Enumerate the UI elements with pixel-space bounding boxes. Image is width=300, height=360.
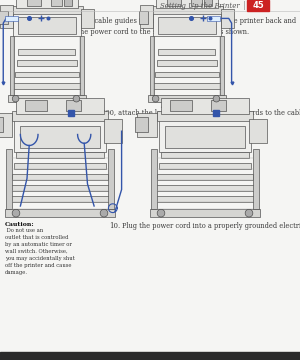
Bar [165, 126, 244, 148]
Bar [16, 152, 104, 158]
Bar [7, 196, 113, 202]
Bar [152, 196, 258, 202]
Bar [12, 174, 108, 180]
Bar [108, 149, 114, 209]
Bar [5, 209, 115, 217]
Bar [0, 117, 3, 132]
Bar [12, 83, 82, 89]
Bar [10, 36, 14, 95]
Bar [150, 36, 154, 95]
Bar [27, 0, 41, 6]
Text: |: | [243, 1, 246, 10]
Text: Plug the power cord into a properly grounded electrical outlet.: Plug the power cord into a properly grou… [122, 222, 300, 230]
Bar [254, 149, 259, 209]
Bar [15, 72, 79, 77]
Circle shape [213, 95, 220, 102]
Text: 45: 45 [252, 1, 264, 10]
Bar [157, 174, 254, 180]
Bar [13, 10, 81, 36]
Bar [221, 9, 235, 28]
Circle shape [12, 209, 20, 217]
Bar [148, 95, 226, 102]
Bar [151, 6, 223, 14]
Text: Caution:: Caution: [5, 222, 34, 227]
Bar [157, 111, 254, 121]
Bar [0, 5, 13, 28]
Bar [159, 117, 251, 152]
Bar [135, 117, 148, 132]
Bar [16, 0, 78, 8]
Bar [80, 36, 84, 95]
Circle shape [73, 95, 80, 102]
Bar [170, 100, 192, 111]
Bar [17, 17, 76, 33]
Bar [211, 100, 226, 111]
Bar [167, 0, 181, 6]
Bar [11, 6, 83, 14]
Bar [16, 60, 77, 66]
Bar [150, 209, 260, 217]
Bar [191, 0, 202, 6]
Bar [137, 112, 157, 137]
Bar [247, 0, 269, 11]
Bar [6, 149, 12, 209]
Bar [19, 49, 76, 54]
Circle shape [157, 209, 165, 217]
Bar [161, 152, 249, 158]
Text: 8.: 8. [48, 17, 55, 25]
Bar [5, 15, 19, 21]
Bar [153, 10, 221, 36]
Bar [8, 95, 86, 102]
Bar [156, 0, 218, 8]
Circle shape [152, 95, 159, 102]
Text: Setting Up the Printer: Setting Up the Printer [160, 2, 240, 10]
Text: 9.: 9. [48, 109, 55, 117]
Bar [14, 117, 106, 152]
Bar [14, 163, 106, 168]
Bar [0, 352, 300, 360]
Bar [207, 15, 220, 21]
Bar [104, 119, 122, 143]
Bar [16, 98, 104, 114]
Bar [204, 0, 212, 6]
Bar [152, 83, 222, 89]
Bar [249, 119, 267, 143]
Bar [151, 149, 157, 209]
Bar [81, 9, 94, 28]
Bar [158, 49, 215, 54]
Bar [12, 111, 108, 121]
Bar [20, 126, 100, 148]
Text: Attach the cable guides to the left or right side of the printer back and
route : Attach the cable guides to the left or r… [57, 17, 296, 36]
Bar [220, 36, 224, 95]
Bar [157, 60, 217, 66]
Circle shape [245, 209, 253, 217]
Bar [158, 17, 216, 33]
Circle shape [100, 209, 108, 217]
Circle shape [12, 95, 19, 102]
Text: Do not use an
outlet that is controlled
by an automatic timer or
wall switch. Ot: Do not use an outlet that is controlled … [5, 228, 75, 275]
Bar [159, 163, 251, 168]
Bar [0, 11, 8, 24]
Text: Power cord on right side: Power cord on right side [160, 104, 226, 109]
Bar [155, 72, 219, 77]
Text: 10.: 10. [109, 222, 120, 230]
Bar [64, 0, 72, 6]
Bar [25, 100, 47, 111]
Bar [51, 0, 62, 6]
Text: For the Pro 9700, attach the loops on the paper basket cords to the cable
guides: For the Pro 9700, attach the loops on th… [57, 109, 300, 128]
Text: Power cord on left side: Power cord on left side [20, 104, 81, 109]
Bar [9, 185, 111, 190]
Bar [140, 5, 153, 28]
Bar [161, 98, 249, 114]
Bar [65, 100, 81, 111]
Bar [0, 112, 12, 137]
Bar [139, 11, 148, 24]
Bar [154, 185, 256, 190]
